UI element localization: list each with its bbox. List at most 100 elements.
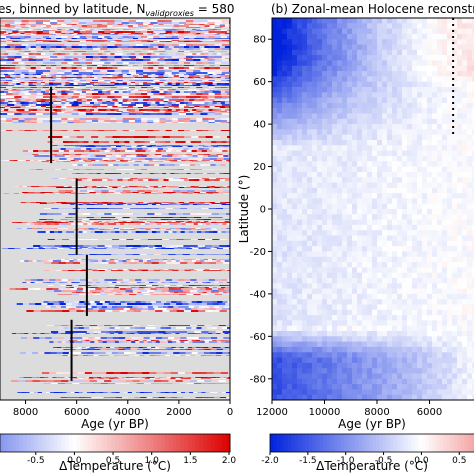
proxy-cell [219,187,226,188]
proxy-cell [45,337,52,339]
proxy-cell [6,51,13,52]
proxy-cell [25,99,32,101]
proxy-cell [159,347,164,348]
proxy-cell [220,82,226,83]
proxy-cell [68,245,77,247]
proxy-cell [177,122,185,123]
proxy-cell [206,192,213,193]
proxy-cell [190,31,197,33]
proxy-cell [0,34,6,35]
proxy-cell [171,33,177,34]
proxy-cell [32,53,38,55]
proxy-cell [16,303,24,305]
proxy-row [0,87,231,88]
proxy-cell [157,303,165,305]
proxy-cell [186,145,193,146]
proxy-cell [145,247,150,248]
proxy-cell [102,33,107,34]
proxy-cell [202,130,209,131]
proxy-cell [66,158,75,160]
proxy-cell [66,160,72,161]
proxy-cell [192,91,197,93]
proxy-cell [100,27,108,28]
proxy-cell [78,113,87,115]
proxy-cell [122,306,128,308]
proxy-cell [26,352,33,354]
proxy-cell [40,75,47,77]
proxy-cell [149,145,157,146]
proxy-cell [158,202,165,203]
proxy-cell [109,285,116,286]
proxy-cell [78,228,84,229]
proxy-cell [78,59,87,61]
proxy-cell [192,102,197,104]
proxy-row [65,287,231,288]
proxy-cell [202,111,209,112]
proxy-cell [206,222,212,223]
proxy-cell [28,72,37,74]
proxy-cell [177,155,183,157]
proxy-cell [41,372,50,374]
proxy-cell [178,173,183,174]
proxy-cell [96,219,104,220]
proxy-cell [200,294,209,295]
proxy-cell [197,352,205,354]
proxy-cell [96,303,103,305]
proxy-cell [20,260,25,262]
proxy-cell [24,120,31,122]
proxy-cell [66,187,72,188]
proxy-cell [66,75,72,77]
proxy-cell [204,107,210,108]
proxy-cell [102,269,108,270]
proxy-cell [102,25,108,27]
proxy-cell [56,107,62,108]
proxy-cell [186,150,192,152]
proxy-cell [28,59,37,61]
proxy-cell [0,80,7,81]
proxy-cell [216,29,222,30]
proxy-cell [69,310,77,312]
proxy-cell [165,327,172,329]
proxy-cell [45,53,50,55]
proxy-cell [159,29,164,30]
proxy-cell [35,186,40,187]
proxy-cell [102,67,108,69]
proxy-cell [5,67,11,69]
proxy-cell [90,91,95,93]
proxy-cell [220,29,226,30]
proxy-cell [184,67,190,69]
proxy-cell [211,337,218,339]
proxy-cell [112,78,118,79]
proxy-cell [97,24,103,25]
proxy-cell [167,352,174,354]
proxy-cell [216,347,221,348]
proxy-cell [61,46,67,48]
proxy-cell [84,372,93,374]
proxy-cell [122,34,129,35]
proxy-cell [204,337,212,339]
proxy-cell [16,58,21,59]
proxy-cell [220,74,226,75]
proxy-cell [11,333,17,334]
proxy-cell [103,222,110,223]
proxy-cell [20,90,26,91]
proxy-cell [130,82,136,83]
proxy-cell [143,59,151,61]
proxy-cell [18,31,25,33]
proxy-cell [61,325,69,326]
proxy-cell [97,78,103,79]
proxy-cell [109,327,115,329]
proxy-cell [128,96,137,98]
proxy-cell [202,30,209,31]
proxy-cell [40,245,48,247]
proxy-cell [171,30,179,31]
proxy-cell [122,333,127,334]
proxy-cell [226,213,231,215]
proxy-cell [85,41,93,42]
proxy-cell [207,48,216,50]
proxy-cell [222,248,230,249]
proxy-cell [208,29,213,30]
proxy-cell [224,148,230,150]
proxy-cell [85,120,93,122]
proxy-cell [202,247,207,248]
